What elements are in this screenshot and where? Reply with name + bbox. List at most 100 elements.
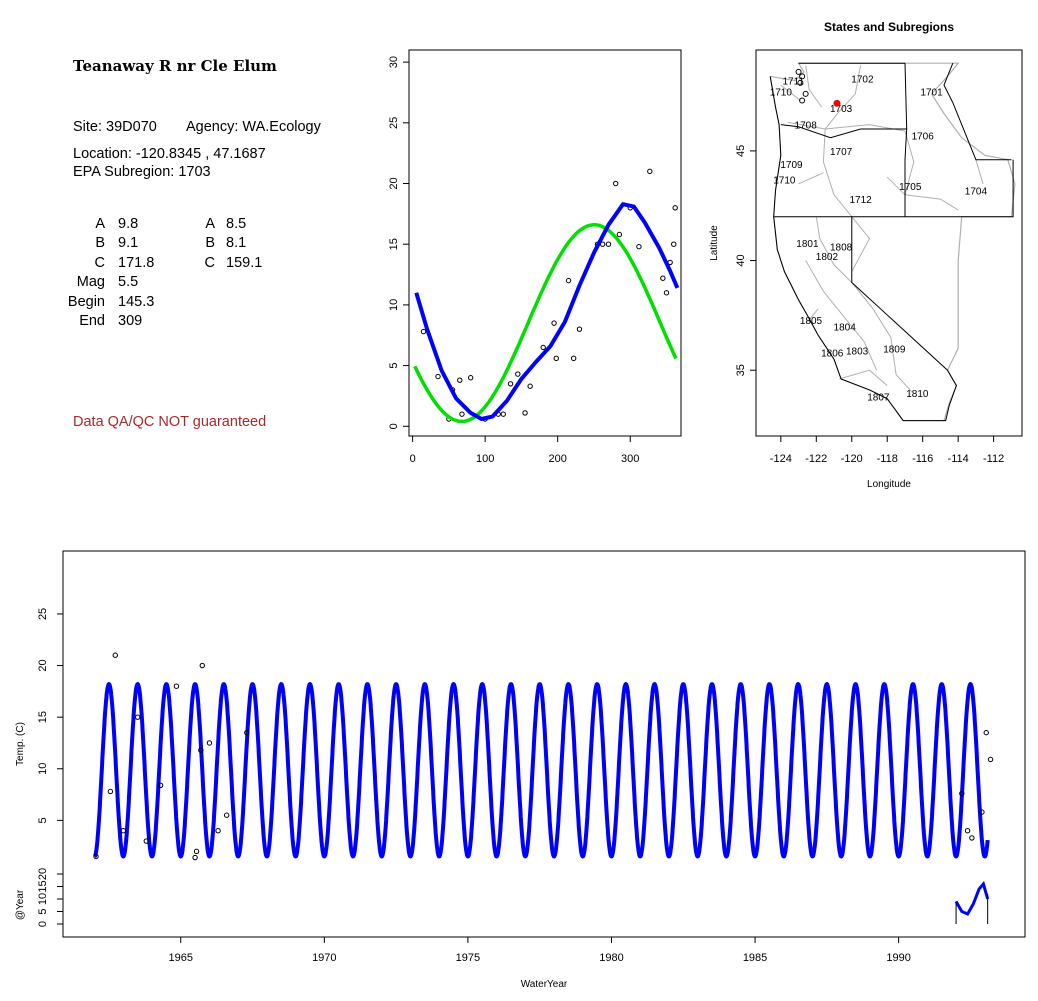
subregion-label-1708: 1708 <box>795 121 818 132</box>
data-point <box>206 740 213 746</box>
subregion-boundary <box>780 84 801 101</box>
data-point <box>553 355 559 362</box>
y-tick-label: 30 <box>388 56 400 68</box>
subregion-label-1807: 1807 <box>867 393 890 404</box>
site-title: Teanaway R nr Cle Elum <box>73 57 277 75</box>
param-label: B <box>95 235 105 252</box>
param-value: 9.1 <box>118 235 139 252</box>
island-outline <box>795 68 802 75</box>
data-point <box>199 662 205 669</box>
subregion-label-1710: 1710 <box>773 175 796 186</box>
data-point <box>457 377 463 383</box>
series-ylabel: Temp. (C) <box>15 722 26 766</box>
data-point <box>107 788 114 795</box>
data-point <box>671 241 677 247</box>
subregion-boundary <box>975 159 984 184</box>
data-point <box>964 828 971 834</box>
y-tick-label: 25 <box>388 117 400 129</box>
subregion-boundary <box>851 282 913 393</box>
series-xlabel: WaterYear <box>521 979 568 990</box>
data-point <box>983 729 989 736</box>
seasonal-fit-line <box>92 682 990 859</box>
data-point <box>979 809 985 815</box>
data-point <box>112 652 118 658</box>
x-tick-label: -116 <box>912 453 933 465</box>
agency: Agency: WA.Ecology <box>186 119 321 135</box>
subregion-label-1712: 1712 <box>850 195 873 206</box>
data-point <box>647 168 653 175</box>
subregion-boundary <box>815 216 853 283</box>
data-point <box>660 275 666 281</box>
data-point <box>467 375 474 381</box>
data-point <box>515 371 521 377</box>
map-frame <box>755 49 1023 437</box>
data-point <box>192 854 198 861</box>
disclaimer: Data QA/QC NOT guaranteed <box>73 414 267 430</box>
subregion-boundary <box>805 260 878 371</box>
subregion-label-1706: 1706 <box>912 132 935 143</box>
data-point <box>551 320 557 326</box>
subregion-boundary <box>904 130 915 195</box>
x-tick-label: -120 <box>841 453 863 465</box>
data-point <box>244 729 250 736</box>
subregion-label-1803: 1803 <box>846 346 869 357</box>
data-point <box>193 848 200 855</box>
x-tick-label: 200 <box>549 453 567 465</box>
y-tick-label: 15 <box>388 238 400 250</box>
y-tick-label: 15 <box>37 711 49 723</box>
x-tick-label: 0 <box>410 453 416 465</box>
subregion-boundary <box>787 121 906 132</box>
y-tick-label: 20 <box>37 659 49 671</box>
data-point <box>636 243 642 250</box>
subregion-boundary <box>839 369 888 386</box>
data-point <box>507 381 514 387</box>
x-tick-label: -122 <box>805 453 827 465</box>
location: Location: -120.8345 , 47.1687 <box>73 146 266 162</box>
x-tick-label: 1985 <box>743 952 767 964</box>
data-point <box>143 838 149 844</box>
param-value: 145.3 <box>118 293 155 310</box>
island-outline <box>797 79 804 86</box>
x-tick-label: 1975 <box>456 952 480 964</box>
param-label: B <box>205 235 215 252</box>
data-point <box>959 790 965 797</box>
map-xlabel: Longitude <box>867 479 911 490</box>
param-value: 8.5 <box>226 216 247 232</box>
data-point <box>987 756 994 763</box>
y-tick-label: 35 <box>735 364 747 376</box>
y-tick-label: 40 <box>735 254 747 266</box>
param-value: 8.1 <box>226 235 247 252</box>
y2-tick-label: 20 <box>37 868 49 880</box>
param-value: 309 <box>118 313 143 329</box>
data-point <box>500 411 506 417</box>
island-outline <box>799 97 806 104</box>
subregion-boundary <box>798 172 824 185</box>
param-label: A <box>205 216 215 232</box>
data-point <box>663 290 670 296</box>
data-point <box>215 828 221 834</box>
x-tick-label: 1965 <box>168 952 192 964</box>
state-boundary <box>769 76 957 422</box>
y-tick-label: 20 <box>388 177 400 189</box>
subregion-label-1710: 1710 <box>770 88 793 99</box>
x-tick-label: 1990 <box>886 952 910 964</box>
plot-frame <box>408 49 682 437</box>
param-value: 159.1 <box>226 254 263 271</box>
subregion-boundary <box>805 65 823 108</box>
island-outline <box>799 73 806 80</box>
param-label: Mag <box>76 274 105 291</box>
y-tick-label: 45 <box>735 145 747 157</box>
state-boundary <box>904 63 908 130</box>
data-point <box>120 828 127 834</box>
x-tick-label: -112 <box>983 453 1004 465</box>
data-point <box>570 355 577 362</box>
y2-tick-label: 15 <box>37 880 49 892</box>
data-point <box>420 328 427 335</box>
subregion-label-1809: 1809 <box>883 344 906 355</box>
site-marker <box>833 99 841 107</box>
subregion-label-1703: 1703 <box>830 104 853 115</box>
map-title: States and Subregions <box>824 20 954 34</box>
y-tick-label: 25 <box>37 608 49 620</box>
subregion-boundary <box>886 176 906 196</box>
param-value: 171.8 <box>118 254 155 271</box>
